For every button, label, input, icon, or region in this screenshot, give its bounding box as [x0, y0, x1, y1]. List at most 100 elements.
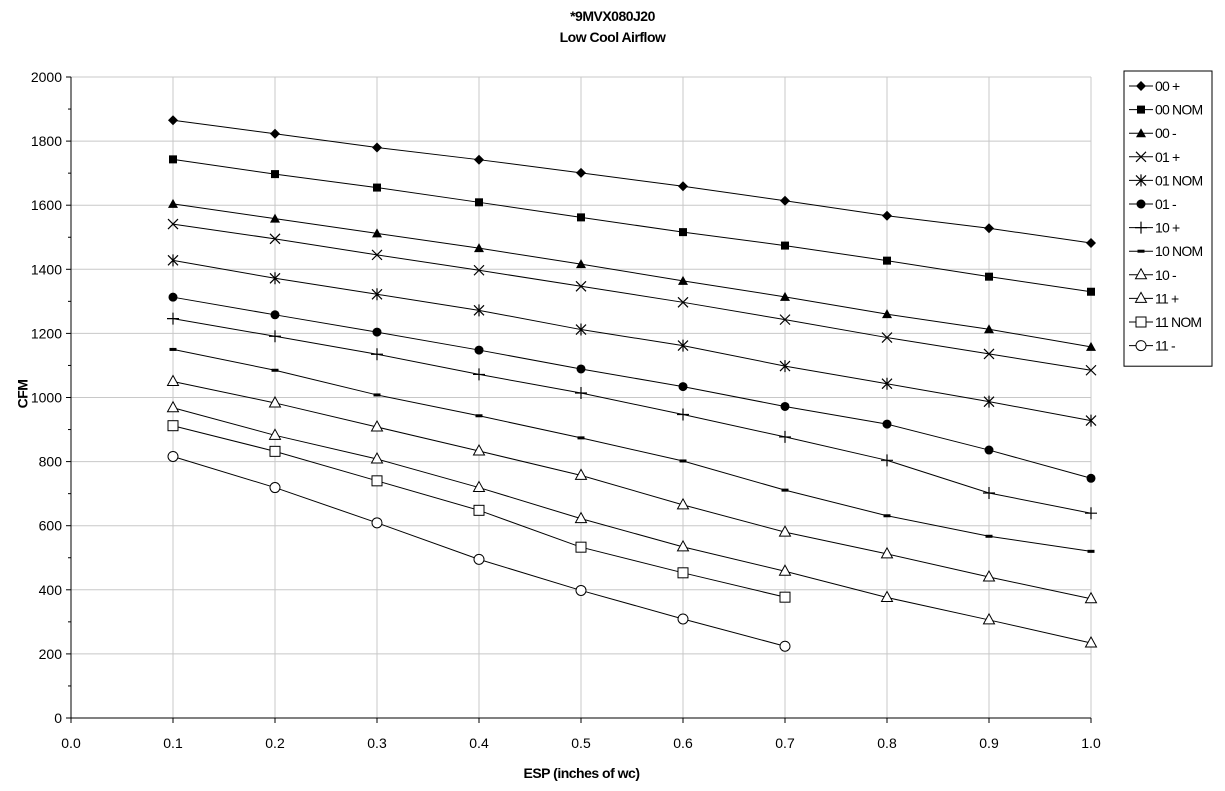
series-line: [172, 259, 1092, 422]
data-point: [882, 419, 892, 429]
data-point: [881, 377, 893, 390]
x-tick-label: 0.1: [163, 735, 183, 751]
series-line: [172, 158, 1092, 293]
data-point: [373, 393, 381, 397]
data-point: [575, 323, 587, 336]
data-point: [169, 347, 177, 351]
legend-label: 10 -: [1155, 267, 1177, 283]
legend-marker: [1136, 199, 1146, 209]
data-point: [677, 296, 689, 308]
data-point: [269, 233, 281, 245]
data-point: [1086, 238, 1096, 249]
y-tick-label: 1400: [31, 261, 62, 277]
data-point: [677, 339, 689, 352]
data-point: [575, 541, 587, 553]
series-4: [167, 254, 1097, 427]
data-point: [372, 327, 382, 337]
data-point: [371, 475, 383, 487]
gridlines: [71, 76, 1092, 718]
data-point: [370, 419, 384, 432]
data-point: [371, 348, 383, 361]
data-point: [371, 517, 383, 529]
data-point: [1087, 287, 1095, 296]
data-point: [268, 395, 282, 408]
data-point: [270, 310, 280, 320]
data-point: [576, 167, 586, 178]
x-tick-label: 0.9: [979, 735, 999, 751]
data-point: [983, 487, 995, 500]
series-6: [167, 312, 1097, 520]
data-point: [473, 368, 485, 381]
y-tick-label: 1200: [31, 325, 62, 341]
data-point: [473, 553, 485, 565]
data-point: [880, 546, 894, 559]
data-point: [475, 414, 483, 418]
legend-item: 01 -: [1129, 196, 1178, 212]
x-tick-label: 0.5: [571, 735, 591, 751]
data-point: [880, 590, 894, 602]
y-tick-label: 1000: [31, 390, 62, 406]
data-point: [577, 213, 585, 222]
data-point: [168, 198, 178, 208]
data-point: [984, 223, 994, 234]
legend-label: 01 +: [1155, 149, 1180, 165]
data-point: [1084, 635, 1098, 648]
data-point: [474, 154, 484, 165]
data-point: [270, 213, 280, 223]
legend-marker: [1134, 267, 1148, 280]
data-point: [1085, 364, 1097, 376]
chart-subtitle: Low Cool Airflow: [559, 29, 666, 45]
data-point: [677, 408, 689, 421]
data-point: [269, 482, 281, 494]
data-point: [166, 400, 180, 413]
data-point: [1086, 341, 1096, 351]
legend-label: 11 +: [1155, 290, 1179, 306]
x-tick-label: 0.8: [877, 735, 897, 751]
x-tick-label: 0.2: [265, 735, 285, 751]
data-point: [780, 195, 790, 206]
series-8: [166, 374, 1098, 604]
data-point: [370, 451, 384, 464]
y-tick-label: 0: [54, 710, 62, 726]
data-point: [781, 488, 789, 492]
series-2: [168, 198, 1096, 351]
series-line: [172, 380, 1092, 600]
legend-item: 10 NOM: [1129, 243, 1203, 259]
data-point: [169, 155, 177, 164]
data-point: [577, 436, 585, 440]
data-point: [1087, 549, 1095, 553]
data-point: [270, 128, 280, 139]
data-point: [271, 170, 279, 179]
legend-item: 00 +: [1129, 78, 1181, 94]
data-point: [371, 249, 383, 261]
data-point: [984, 445, 994, 455]
data-point: [779, 314, 791, 326]
data-point: [881, 454, 893, 467]
legend-label: 11 -: [1155, 338, 1176, 354]
x-tick-label: 1.0: [1081, 735, 1101, 751]
legend-marker: [1137, 105, 1145, 114]
data-point: [472, 443, 486, 456]
data-point: [984, 324, 994, 334]
legend-label: 00 NOM: [1155, 102, 1202, 118]
legend-marker: [1134, 291, 1148, 303]
x-tick-label: 0.0: [61, 735, 81, 751]
data-point: [679, 459, 687, 463]
data-point: [575, 387, 587, 400]
series-line: [172, 119, 1092, 244]
legend-item: 11 NOM: [1129, 314, 1202, 330]
data-point: [575, 584, 587, 596]
data-point: [269, 445, 281, 457]
data-point: [983, 348, 995, 360]
series-10: [167, 420, 791, 603]
data-point: [167, 420, 179, 432]
data-point: [268, 428, 282, 440]
data-point: [883, 256, 891, 265]
data-point: [779, 360, 791, 373]
y-tick-label: 800: [39, 454, 63, 470]
data-point: [985, 272, 993, 281]
data-point: [373, 183, 381, 192]
data-point: [679, 228, 687, 237]
series-0: [168, 115, 1096, 249]
y-tick-label: 200: [39, 646, 63, 662]
